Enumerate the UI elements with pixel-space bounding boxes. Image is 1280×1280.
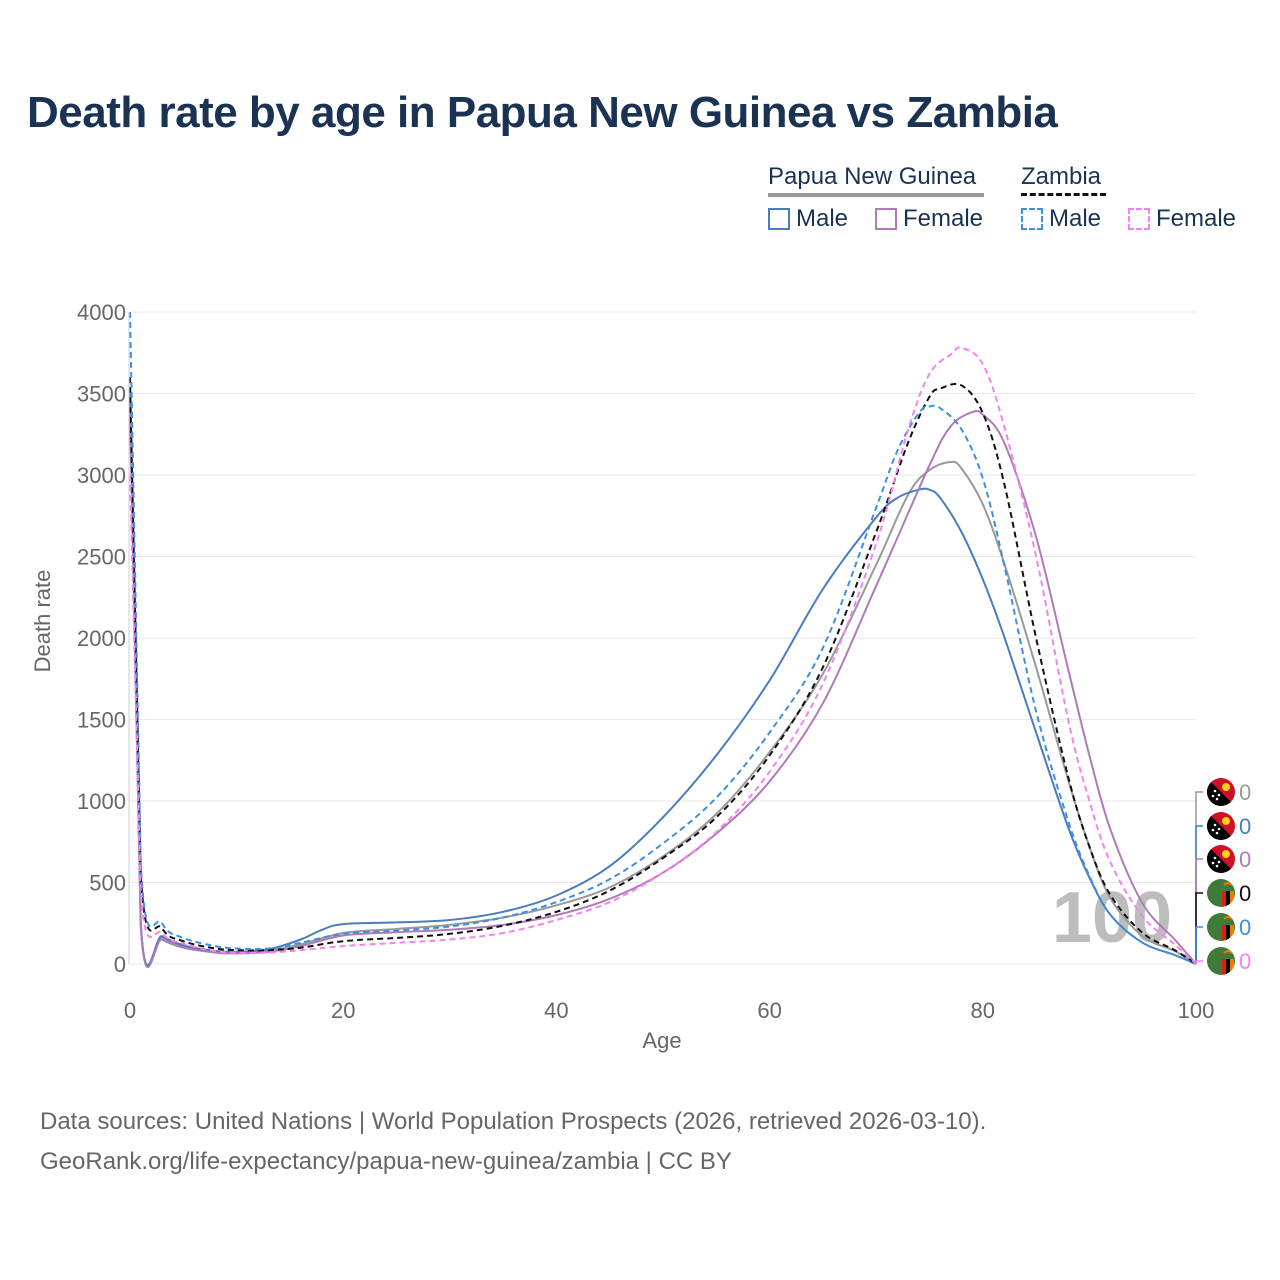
x-axis-label: Age — [642, 1028, 681, 1053]
y-tick-label-500: 500 — [89, 871, 126, 896]
legend-item-png-male[interactable]: Male — [768, 205, 848, 233]
y-tick-label-3500: 3500 — [77, 382, 126, 407]
legend-item-png-female[interactable]: Female — [875, 205, 983, 233]
end-label-connector — [1195, 791, 1203, 964]
legend-swatch-png-female — [875, 208, 897, 230]
y-tick-label-4000: 4000 — [77, 300, 126, 325]
y-tick-label-2500: 2500 — [77, 545, 126, 570]
end-value-label: 0 — [1239, 881, 1251, 906]
x-tick-label-40: 40 — [544, 998, 568, 1023]
x-tick-label-0: 0 — [124, 998, 136, 1023]
end-value-label: 0 — [1239, 780, 1251, 805]
series-line-zmb-male — [129, 311, 1197, 965]
grid-lines — [130, 311, 1196, 965]
png-flag-icon — [1207, 778, 1235, 806]
y-tick-label-1500: 1500 — [77, 708, 126, 733]
y-tick-label-0: 0 — [114, 952, 126, 977]
legend-group-zambia: Zambia — [1021, 163, 1102, 190]
legend-swatch-zambia-female — [1128, 208, 1150, 230]
series-line-png-female — [129, 409, 1197, 969]
png-flag-icon — [1207, 812, 1235, 840]
legend-item-zambia-female[interactable]: Female — [1128, 205, 1236, 233]
zambia-flag-icon — [1207, 879, 1235, 907]
end-value-label: 0 — [1239, 915, 1251, 940]
legend-label-png-female: Female — [903, 205, 984, 232]
footer-link[interactable]: GeoRank.org/life-expectancy/papua-new-gu… — [40, 1148, 732, 1175]
zambia-flag-icon — [1207, 913, 1235, 941]
legend-swatch-png-male — [768, 208, 790, 230]
legend-label-zambia-female: Female — [1156, 205, 1237, 232]
y-tick-labels: 0 500 1000 1500 2000 2500 3000 3500 4000 — [77, 300, 126, 977]
y-tick-label-1000: 1000 — [77, 789, 126, 814]
end-label-connector — [1195, 926, 1203, 964]
end-value-label: 0 — [1239, 949, 1251, 974]
legend-swatch-zambia-male — [1021, 208, 1043, 230]
x-tick-label-100: 100 — [1178, 998, 1215, 1023]
x-tick-label-80: 80 — [971, 998, 995, 1023]
y-tick-label-3000: 3000 — [77, 463, 126, 488]
legend-underline-zambia — [1021, 193, 1106, 196]
x-tick-label-20: 20 — [331, 998, 355, 1023]
end-labels: 0 0 0 0 0 0 — [1195, 778, 1251, 975]
y-tick-label-2000: 2000 — [77, 626, 126, 651]
footer-sources: Data sources: United Nations | World Pop… — [40, 1108, 987, 1135]
end-label-connector — [1195, 960, 1203, 964]
end-label-connector — [1195, 858, 1203, 964]
legend-underline-papua-new-guinea — [768, 193, 984, 197]
series-line-png-total — [129, 401, 1197, 968]
end-value-label: 0 — [1239, 847, 1251, 872]
legend-label-zambia-male: Male — [1049, 205, 1102, 232]
legend-group-papua-new-guinea: Papua New Guinea — [768, 163, 977, 190]
y-axis-label: Death rate — [30, 570, 55, 673]
x-tick-labels: 0 20 40 60 80 100 — [124, 998, 1214, 1023]
legend-label-png-male: Male — [796, 205, 849, 232]
zambia-flag-icon — [1207, 947, 1235, 975]
series-line-zmb-female — [129, 346, 1197, 965]
end-label-connector — [1195, 825, 1203, 964]
series-line-zmb-total — [129, 377, 1197, 965]
png-flag-icon — [1207, 845, 1235, 873]
chart-title: Death rate by age in Papua New Guinea vs… — [27, 88, 1058, 137]
x-tick-label-60: 60 — [757, 998, 781, 1023]
end-value-label: 0 — [1239, 814, 1251, 839]
series-lines — [129, 311, 1197, 969]
legend-item-zambia-male[interactable]: Male — [1021, 205, 1101, 233]
end-label-connector — [1195, 892, 1203, 964]
series-line-png-male — [129, 393, 1197, 966]
